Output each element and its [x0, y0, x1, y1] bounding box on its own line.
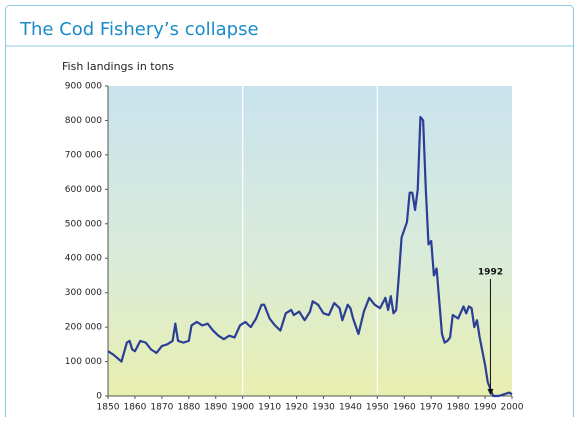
x-tick-label: 1910 — [258, 403, 281, 413]
y-tick-label: 0 — [96, 392, 102, 402]
x-tick-label: 1890 — [204, 403, 227, 413]
chart-title: The Cod Fishery’s collapse — [19, 19, 259, 40]
chart-subtitle: Fish landings in tons — [62, 60, 174, 73]
x-tick-label: 1950 — [366, 403, 389, 413]
y-tick-label: 200 000 — [65, 323, 102, 333]
x-tick-label: 1930 — [312, 403, 335, 413]
x-tick-label: 1900 — [231, 403, 254, 413]
chart: The Cod Fishery’s collapse Fish landings… — [0, 0, 579, 417]
x-tick-label: 1970 — [420, 403, 443, 413]
x-tick-label: 1870 — [150, 403, 173, 413]
x-tick-label: 1850 — [97, 403, 120, 413]
y-tick-label: 600 000 — [65, 185, 102, 195]
x-tick-label: 1880 — [177, 403, 200, 413]
y-tick-label: 900 000 — [65, 82, 102, 92]
y-tick-label: 800 000 — [65, 116, 102, 126]
y-tick-label: 100 000 — [65, 357, 102, 367]
y-tick-label: 700 000 — [65, 150, 102, 160]
annotation: 1992 — [478, 268, 503, 278]
x-tick-label: 1920 — [285, 403, 308, 413]
x-tick-label: 1940 — [339, 403, 362, 413]
x-tick-label: 1960 — [393, 403, 416, 413]
y-tick-label: 400 000 — [65, 254, 102, 264]
x-tick-label: 1980 — [447, 403, 470, 413]
y-tick-label: 300 000 — [65, 288, 102, 298]
x-tick-label: 1860 — [123, 403, 146, 413]
x-tick-label: 1990 — [474, 403, 497, 413]
x-tick-label: 2000 — [501, 403, 524, 413]
plot-area — [108, 86, 512, 396]
y-tick-label: 500 000 — [65, 219, 102, 229]
